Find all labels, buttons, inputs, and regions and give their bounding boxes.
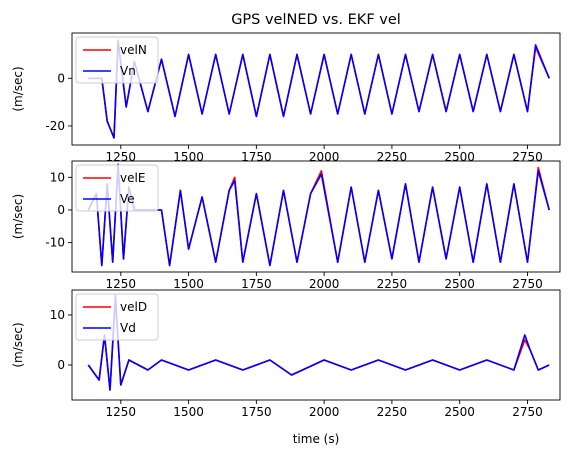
x-tick-label: 1250: [106, 277, 137, 291]
legend-label: velN: [120, 43, 147, 57]
x-tick-label: 2500: [444, 277, 475, 291]
legend: velD Vd: [75, 293, 159, 341]
x-tick-label: 2000: [309, 405, 340, 419]
x-tick-label: 1500: [173, 405, 204, 419]
x-tick-label: 2750: [512, 277, 543, 291]
y-tick-label: -10: [45, 236, 65, 250]
x-tick-label: 2250: [377, 277, 408, 291]
legend-label: velE: [120, 171, 145, 185]
x-tick-label: 1750: [241, 150, 272, 164]
x-tick-label: 2250: [377, 150, 408, 164]
y-tick-label: 0: [57, 358, 65, 372]
y-tick-label: 0: [57, 71, 65, 85]
subplot-grid: 1250 1500 1750 2000 2250 2500 2750 -20 0 (m/sec) v…: [11, 32, 561, 419]
x-tick-label: 1750: [241, 277, 272, 291]
axes-frame: [71, 160, 561, 273]
x-tick-label: 1250: [106, 405, 137, 419]
x-tick-label: 1500: [173, 150, 204, 164]
x-tick-label: 2500: [444, 405, 475, 419]
x-tick-label: 2750: [512, 150, 543, 164]
x-tick-label: 2250: [377, 405, 408, 419]
y-axis-label: (m/sec): [11, 194, 25, 239]
x-tick-label: 2500: [444, 150, 475, 164]
legend-box: [75, 164, 159, 212]
y-tick-label: 10: [50, 308, 65, 322]
legend-label: velD: [120, 300, 147, 314]
x-tick-label: 1250: [106, 150, 137, 164]
x-tick-label: 1500: [173, 277, 204, 291]
subplot-1: 1250 1500 1750 2000 2250 2500 2750 -20 0 (m/sec) v…: [11, 32, 561, 164]
chart-title: GPS velNED vs. EKF vel: [231, 12, 401, 28]
axes-frame: [71, 289, 561, 401]
legend-label: Vn: [120, 64, 136, 78]
axes-frame: [71, 32, 561, 146]
legend-label: Vd: [120, 321, 136, 335]
y-tick-label: -20: [45, 119, 65, 133]
subplot-2: 1250 1500 1750 2000 2250 2500 2750 -10 0 10 (m/sec…: [11, 160, 561, 291]
x-axis-label: time (s): [293, 432, 340, 446]
legend: velN Vn: [75, 36, 159, 84]
x-tick-label: 2000: [309, 277, 340, 291]
subplot-3: 1250 1500 1750 2000 2250 2500 2750 0 10 (m/sec) ve…: [11, 289, 561, 419]
x-tick-label: 2750: [512, 405, 543, 419]
legend: velE Ve: [75, 164, 159, 212]
x-tick-label: 1750: [241, 405, 272, 419]
y-axis-label: (m/sec): [11, 322, 25, 367]
legend-label: Ve: [120, 192, 135, 206]
y-tick-label: 0: [57, 203, 65, 217]
y-tick-label: 10: [50, 170, 65, 184]
x-tick-label: 2000: [309, 150, 340, 164]
y-axis-label: (m/sec): [11, 66, 25, 111]
